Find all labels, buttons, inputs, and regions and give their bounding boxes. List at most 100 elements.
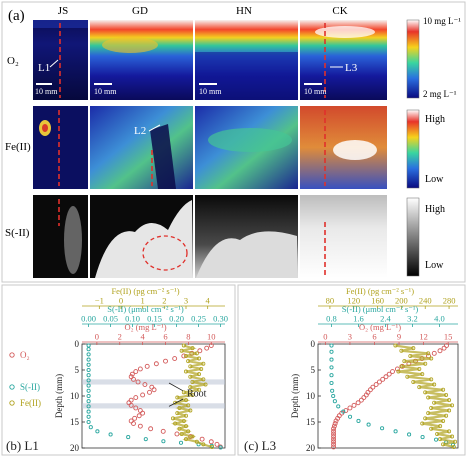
profile-lines (58, 23, 326, 276)
fe-point-17 (441, 387, 446, 392)
fe-point-15 (432, 382, 437, 387)
o2-point-17 (367, 387, 373, 393)
s-point-6 (330, 388, 335, 393)
fe-point-10 (183, 369, 188, 374)
fe-point-8 (399, 364, 404, 369)
axis-tick-label-1-0: 0.8 (326, 314, 337, 324)
o2-image-gd (90, 20, 193, 100)
chart-b: −1 0 1 2 3 4Fe(II) (pg cm⁻² s⁻¹)0.00 0.05 0.10 0… (6, 286, 228, 453)
fe-point-20 (175, 395, 180, 400)
o2-point-37 (331, 439, 337, 445)
axis-tick-label-0-0: 80 (326, 296, 335, 306)
y-tick-label-0: 0 (75, 339, 80, 349)
axis-tick-label-1-5: 0.25 (191, 314, 206, 324)
fe-point-6 (402, 359, 407, 364)
s-point-8 (332, 399, 337, 404)
fe-point-38 (201, 442, 206, 447)
colorbar-s (406, 197, 420, 277)
s-point-4 (329, 373, 334, 378)
col-header-js: JS (58, 5, 68, 17)
o2-point-34 (331, 431, 337, 437)
o2-point-16 (370, 384, 376, 390)
o2-point-1 (441, 345, 447, 351)
panel-b-frame (1, 284, 236, 456)
colorbar-fe-bottom: Low (425, 174, 444, 185)
o2-point-14 (376, 379, 382, 385)
fe-point-19 (190, 392, 195, 397)
fe-point-14 (190, 379, 195, 384)
fe-point-23 (450, 403, 455, 408)
col-header-hn: HN (236, 5, 252, 17)
s-point-20 (143, 437, 148, 442)
fe-point-14 (411, 379, 416, 384)
axis-tick-label-2-3: 9 (397, 332, 401, 342)
o2-point-32 (331, 426, 337, 432)
fe-point-13 (429, 377, 434, 382)
fe-point-3 (194, 351, 199, 356)
fe-point-23 (186, 403, 191, 408)
s-point-10 (341, 409, 346, 414)
fe-point-1 (411, 346, 416, 351)
series-line-fe (171, 344, 213, 449)
o2-point-11 (386, 371, 392, 377)
o2-point-2 (197, 348, 203, 354)
s-point-2 (86, 352, 91, 357)
root-band-1 (82, 403, 225, 409)
fe-point-32 (429, 426, 434, 431)
o2-point-6 (163, 358, 168, 364)
fe-point-5 (196, 356, 201, 361)
fe-point-26 (426, 411, 431, 416)
o2-point-21 (128, 397, 134, 403)
s-gd-ellipse (142, 235, 188, 271)
fe-point-18 (181, 390, 186, 395)
fe-point-12 (405, 374, 410, 379)
s-point-5 (86, 367, 91, 373)
o2-image-row (33, 20, 387, 100)
fe-point-39 (451, 444, 456, 449)
s-point-7 (331, 393, 336, 399)
fe-point-34 (179, 431, 184, 436)
s-point-6 (86, 373, 91, 378)
fe-point-39 (209, 444, 214, 449)
axis-title-0: Fe(II) (pg cm⁻² s⁻¹) (346, 286, 414, 296)
o2-point-14 (135, 379, 141, 385)
fe-point-16 (417, 385, 422, 390)
s-point-2 (329, 357, 334, 362)
s-point-0 (329, 343, 334, 348)
colorbar-fe (406, 109, 420, 189)
s-point-18 (108, 432, 113, 437)
axis-tick-label-0-1: 0 (119, 296, 123, 306)
fe-image-row (33, 106, 387, 189)
axis-tick-label-1-1: 1.6 (353, 314, 364, 324)
y-tick-label-4: 20 (70, 443, 80, 453)
label-l2: L2 (134, 125, 146, 137)
s-point-16 (88, 425, 93, 430)
s-point-14 (380, 426, 385, 431)
axis-tick-label-0-2: 1 (141, 296, 145, 306)
o2-point-28 (132, 415, 138, 421)
axis-tick-label-0-4: 3 (184, 296, 188, 306)
axis-tick-label-2-2: 4 (141, 332, 146, 342)
axis-tick-label-2-2: 6 (372, 332, 376, 342)
colorbar-o2-top: 10 mg L⁻¹ (423, 16, 461, 26)
o2-point-36 (331, 436, 337, 442)
axis-tick-label-1-2: 2.4 (380, 314, 391, 324)
fe-point-11 (420, 372, 425, 377)
root-arrow-1 (168, 382, 184, 392)
fe-point-21 (447, 398, 452, 403)
label-l1: L1 (38, 62, 50, 74)
o2-point-23 (128, 402, 134, 408)
fe-point-5 (429, 356, 434, 361)
o2-point-2 (437, 348, 443, 354)
o2-point-0 (444, 343, 449, 349)
panel-title: (b) L1 (6, 438, 39, 453)
y-tick-label-3: 15 (70, 417, 80, 427)
s-point-4 (86, 362, 91, 367)
o2-point-21 (358, 397, 364, 403)
scalebar-hn-label: 10 mm (199, 87, 222, 96)
s-point-14 (86, 414, 91, 419)
panel-title: (c) L3 (244, 438, 276, 453)
fe-point-17 (196, 387, 201, 392)
o2-point-12 (383, 374, 389, 380)
